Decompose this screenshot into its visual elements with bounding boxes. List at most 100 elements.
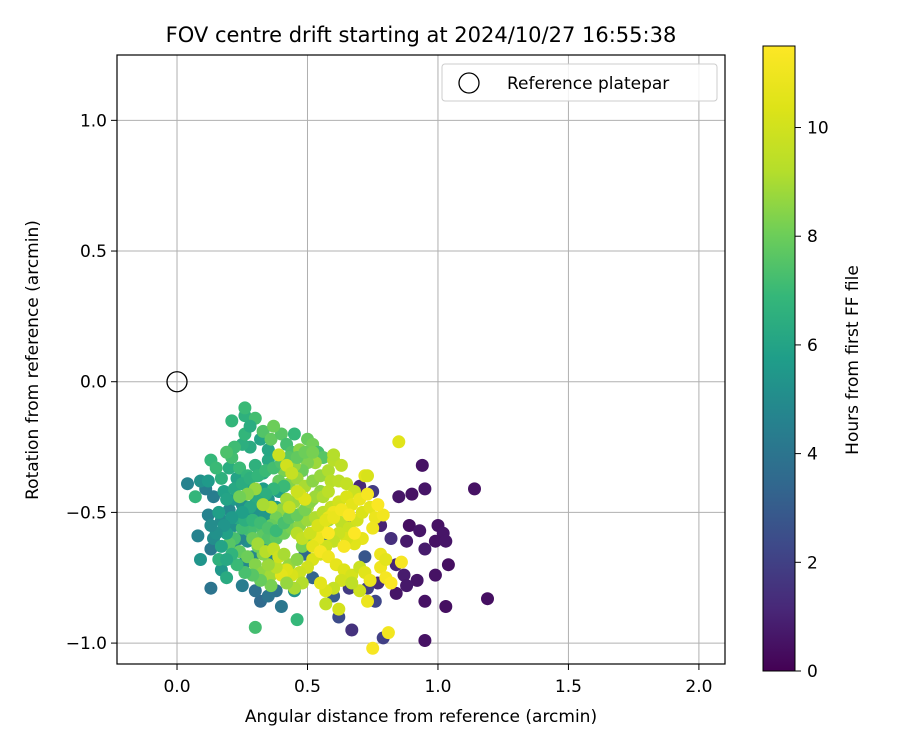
x-axis-ticks: 0.0 0.5 1.0 1.5 2.0 (163, 664, 712, 697)
scatter-point (235, 505, 249, 519)
scatter-point (413, 524, 427, 538)
colorbar-label: Hours from first FF file (843, 265, 863, 455)
x-tick-label: 2.0 (685, 677, 712, 697)
scatter-point (282, 500, 296, 514)
scatter-point (220, 445, 234, 459)
scatter-point (287, 427, 301, 441)
scatter-point (238, 401, 252, 415)
scatter-point (285, 466, 299, 480)
scatter-point (233, 461, 247, 475)
scatter-point (340, 477, 354, 491)
scatter-point (418, 482, 432, 496)
scatter-point (261, 443, 275, 457)
colorbar-tick-label: 8 (807, 227, 818, 247)
scatter-point (428, 568, 442, 582)
scatter-point (327, 448, 341, 462)
scatter-point (204, 581, 218, 595)
scatter-point (337, 539, 351, 553)
scatter-point (376, 508, 390, 522)
scatter-point (274, 600, 288, 613)
scatter-point (214, 471, 228, 485)
scatter-point (381, 626, 395, 640)
x-tick-label: 1.5 (555, 677, 582, 697)
scatter-point (319, 597, 333, 611)
scatter-point (405, 487, 419, 501)
y-tick-label: 0.0 (80, 373, 107, 393)
scatter-point (194, 553, 207, 566)
scatter-point (233, 490, 247, 504)
scatter-point (345, 576, 359, 590)
chart-title: FOV centre drift starting at 2024/10/27 … (166, 23, 677, 47)
scatter-point (314, 576, 327, 590)
plot-frame (116, 54, 726, 665)
scatter-point (342, 508, 356, 522)
scatter-point (371, 498, 385, 512)
scatter-point (361, 469, 374, 483)
scatter-point (361, 487, 374, 501)
scatter-point (418, 594, 432, 608)
scatter-point (321, 550, 335, 564)
scatter-point (256, 498, 270, 512)
colorbar-tick-label: 0 (807, 662, 818, 682)
scatter-point (264, 432, 278, 446)
colorbar-tick-label: 6 (807, 336, 818, 356)
scatter-point (277, 479, 291, 493)
reference-marker (166, 371, 188, 393)
scatter-point (209, 461, 223, 475)
scatter-point (243, 419, 257, 433)
scatter-point (334, 458, 348, 472)
legend-box (441, 63, 718, 102)
scatter-point (222, 461, 236, 475)
scatter-point (410, 573, 424, 587)
scatter-point (201, 508, 215, 522)
colorbar-tick-label: 10 (807, 119, 829, 139)
reference-point-icon (166, 371, 188, 393)
scatter-point (384, 532, 398, 545)
scatter-point (235, 579, 249, 593)
colorbar-tick-label: 2 (807, 553, 818, 573)
y-axis-ticks: −1.0 −0.5 0.0 0.5 1.0 (66, 111, 117, 654)
scatter-point (212, 505, 226, 519)
scatter-point (181, 477, 194, 491)
y-axis-label: Rotation from reference (arcmin) (23, 220, 43, 500)
scatter-point (418, 634, 432, 647)
scatter-point (261, 589, 275, 603)
scatter-point (389, 586, 403, 600)
colorbar-ticks: 0 2 4 6 8 10 (795, 119, 829, 682)
scatter-point (204, 519, 218, 532)
scatter-point (361, 594, 374, 608)
scatter-point (353, 584, 367, 598)
scatter-point (230, 558, 244, 572)
colorbar (762, 45, 796, 672)
scatter-point (392, 435, 406, 449)
scatter-point (345, 623, 359, 637)
scatter-point (321, 485, 335, 498)
scatter-point (267, 419, 281, 433)
scatter-point (384, 576, 398, 590)
scatter-point (201, 474, 215, 488)
data-points (181, 401, 494, 655)
scatter-point (241, 550, 254, 564)
grid (117, 55, 725, 664)
scatter-point (397, 568, 411, 582)
scatter-point (220, 553, 234, 566)
y-tick-label: −0.5 (66, 503, 107, 523)
scatter-point (441, 558, 455, 572)
scatter-point (348, 526, 361, 540)
scatter-point (418, 542, 432, 556)
scatter-point (358, 550, 372, 564)
colorbar-tick-label: 4 (807, 445, 818, 465)
scatter-point (214, 539, 228, 553)
scatter-point (366, 641, 380, 655)
scatter-point (400, 534, 414, 548)
scatter-point (272, 448, 286, 462)
scatter-point (225, 414, 239, 428)
scatter-point (321, 464, 335, 478)
scatter-point (277, 547, 291, 561)
scatter-point (439, 534, 453, 548)
scatter-point (191, 529, 205, 543)
x-tick-label: 0.0 (163, 677, 190, 697)
scatter-point (188, 490, 202, 504)
scatter-point (290, 613, 304, 627)
